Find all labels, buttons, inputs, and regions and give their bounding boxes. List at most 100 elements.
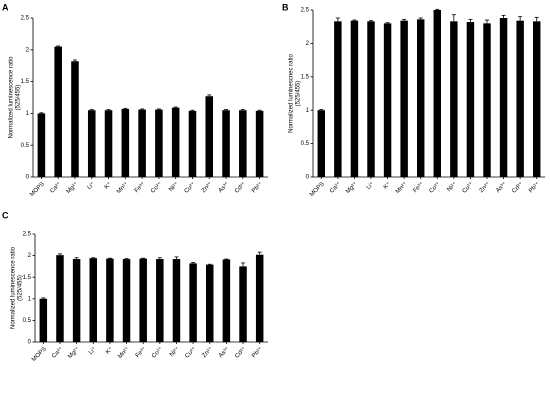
bar — [205, 96, 214, 177]
x-tick-label: As³⁺ — [217, 181, 231, 195]
bar — [189, 263, 197, 342]
x-tick-label: Mn²⁺ — [117, 346, 131, 360]
x-tick-label: Mn²⁺ — [115, 181, 129, 195]
bar — [255, 254, 264, 342]
y-tick-label: 2 — [306, 41, 310, 47]
x-tick-label: Zn²⁺ — [478, 181, 492, 195]
x-tick-label: Ni²⁺ — [168, 181, 181, 194]
bar — [54, 46, 62, 178]
x-tick-label: Fe³⁺ — [134, 346, 148, 360]
y-tick-label: 0.5 — [23, 318, 32, 324]
y-axis-label: Normalized luminescence ratio — [9, 56, 15, 139]
bar — [466, 22, 475, 177]
x-tick-label: Co²⁺ — [149, 181, 163, 195]
x-tick-label: Li⁺ — [365, 181, 375, 191]
bar — [239, 266, 247, 342]
bar — [334, 21, 342, 177]
bar — [317, 110, 326, 177]
x-tick-label: K⁺ — [382, 181, 392, 191]
bar — [367, 21, 375, 177]
x-tick-label: MOPS — [309, 181, 326, 198]
bar — [89, 258, 97, 342]
x-tick-label: Co²⁺ — [150, 346, 164, 360]
bar — [39, 298, 48, 342]
x-tick-label: K⁺ — [104, 346, 114, 356]
x-tick-label: Ca²⁺ — [328, 181, 342, 195]
y-axis-label: Normalized luminescence ratio — [11, 246, 17, 329]
panel-label: B — [282, 2, 289, 12]
bar — [499, 18, 508, 177]
bar — [72, 259, 81, 342]
x-tick-label: Cu²⁺ — [184, 346, 198, 360]
x-tick-label: Pb²⁺ — [527, 181, 541, 195]
x-tick-label: Mg²⁺ — [344, 181, 358, 195]
bar — [239, 110, 247, 177]
x-tick-label: Cd²⁺ — [511, 181, 525, 195]
bar — [255, 110, 264, 177]
x-tick-label: Zn²⁺ — [201, 346, 215, 360]
x-tick-label: Mg²⁺ — [65, 181, 79, 195]
bar — [188, 110, 197, 177]
panel-label: A — [2, 2, 9, 12]
y-tick-label: 0 — [28, 340, 32, 346]
x-tick-label: K⁺ — [103, 181, 113, 191]
bar — [106, 258, 114, 342]
x-tick-label: MOPS — [31, 346, 48, 363]
bar — [433, 10, 442, 177]
x-tick-label: Cd²⁺ — [234, 346, 248, 360]
y-tick-label: 1 — [28, 296, 32, 302]
x-tick-label: Pb²⁺ — [250, 346, 264, 360]
x-tick-label: Cd²⁺ — [233, 181, 247, 195]
bar — [222, 259, 231, 342]
y-tick-label: 2.5 — [301, 8, 310, 14]
y-axis-label: (525/455) — [296, 81, 302, 107]
bar — [71, 61, 79, 177]
x-tick-label: Zn²⁺ — [200, 181, 214, 195]
y-axis-label: (525/455) — [18, 275, 24, 301]
bar — [532, 21, 541, 177]
x-tick-label: Ni²⁺ — [446, 181, 459, 194]
bar — [206, 264, 214, 342]
x-tick-label: Pb²⁺ — [250, 181, 264, 195]
x-tick-label: Ca²⁺ — [49, 181, 63, 195]
y-tick-label: 1.5 — [21, 79, 30, 85]
y-axis-label: Normalized luminescnec ratio — [289, 53, 295, 132]
bar — [104, 110, 113, 177]
x-tick-label: Mn²⁺ — [394, 181, 408, 195]
y-tick-label: 0.5 — [301, 141, 310, 147]
y-tick-label: 2.5 — [21, 16, 30, 22]
x-tick-label: Co²⁺ — [428, 181, 442, 195]
bar — [155, 109, 163, 177]
x-tick-label: Ca²⁺ — [50, 346, 64, 360]
y-tick-label: 2 — [28, 253, 32, 259]
x-tick-label: Cu²⁺ — [183, 181, 197, 195]
y-tick-label: 1.5 — [301, 74, 310, 80]
bar — [222, 110, 230, 177]
bar — [416, 19, 425, 177]
y-tick-label: 0 — [306, 175, 310, 181]
x-tick-label: Fe³⁺ — [133, 181, 147, 195]
y-tick-label: 2.5 — [23, 232, 32, 238]
x-tick-label: Cu²⁺ — [461, 181, 475, 195]
bar — [56, 255, 64, 342]
y-tick-label: 2 — [26, 47, 30, 53]
x-tick-label: Li⁺ — [87, 346, 97, 356]
bar — [138, 109, 146, 177]
x-tick-label: Mg²⁺ — [67, 346, 81, 360]
x-tick-label: Li⁺ — [86, 181, 96, 191]
x-tick-label: As³⁺ — [495, 181, 509, 195]
bar — [450, 21, 458, 177]
bar — [121, 108, 130, 177]
bar — [37, 113, 46, 177]
y-tick-label: 1 — [26, 111, 30, 117]
bar — [483, 23, 491, 177]
bar — [383, 23, 392, 177]
y-axis-label: (525/455) — [16, 85, 22, 111]
bar — [350, 20, 359, 177]
bar — [87, 110, 96, 177]
bar — [122, 259, 131, 342]
bar — [156, 259, 164, 342]
x-tick-label: MOPS — [29, 181, 46, 198]
panel-label: C — [2, 210, 9, 220]
